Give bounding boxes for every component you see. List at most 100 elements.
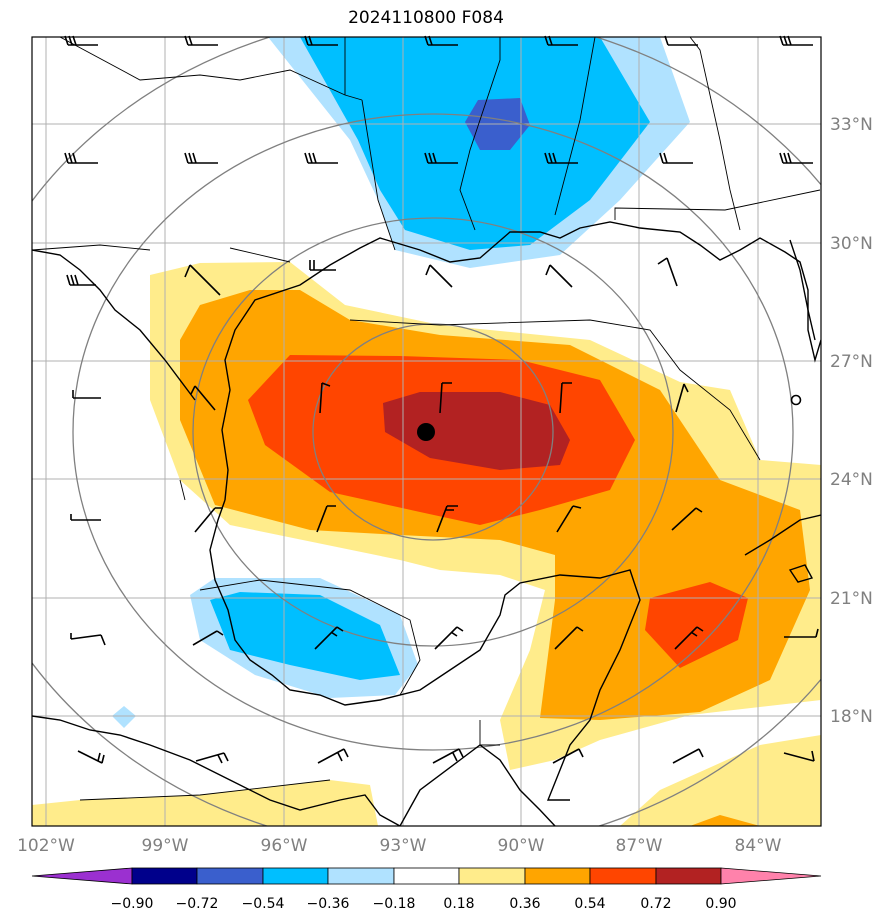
colorbar-label: 0.90 (705, 896, 736, 912)
wind-barb (439, 382, 452, 414)
lat-label: 24°N (830, 470, 873, 490)
colorbar-extend-low (31, 867, 133, 885)
neg-anomaly-sw (210, 592, 400, 680)
colorbar-cell (327, 867, 395, 885)
wind-barb (184, 152, 218, 164)
lon-label: 102°W (17, 836, 75, 856)
wind-barb (779, 152, 813, 164)
lon-label: 90°W (498, 836, 545, 856)
wind-barb (556, 505, 582, 533)
wind-barb (559, 382, 572, 414)
wind-barb (70, 514, 101, 521)
pos-anomaly-south-east-core (690, 815, 760, 826)
lat-label: 30°N (830, 234, 873, 254)
colorbar-cell (196, 867, 264, 885)
wind-barb (317, 748, 349, 764)
lon-label: 96°W (261, 836, 308, 856)
wind-barb (545, 264, 573, 288)
colorbar-label: 0.18 (443, 896, 474, 912)
coastlines (32, 221, 821, 826)
wind-barb (192, 630, 224, 646)
pos-anomaly-gulf-core (383, 392, 570, 470)
neg-anomaly-north (300, 37, 650, 250)
colorbar-label: 0.72 (640, 896, 671, 912)
colorbar-label: −0.36 (307, 896, 350, 912)
range-rings (32, 37, 821, 826)
wind-barb (424, 152, 458, 164)
wind-barb (675, 383, 689, 413)
wind-barb (77, 750, 105, 764)
wind-barb (194, 507, 223, 533)
lon-label: 84°W (735, 836, 782, 856)
neg-anomaly-sw-dot (112, 706, 136, 728)
mexico-coast-gulf (209, 499, 641, 801)
wind-barb (552, 748, 584, 764)
wind-barb (314, 626, 344, 650)
wind-barb (434, 626, 464, 650)
calm-wind-marker (790, 394, 802, 406)
wind-barb (425, 264, 453, 288)
lat-label: 21°N (830, 589, 873, 609)
central-america-coast (399, 744, 556, 826)
wind-barb (436, 505, 458, 533)
wind-barb (659, 152, 693, 164)
latitude-labels: 33°N 30°N 27°N 24°N 21°N 18°N (830, 115, 873, 727)
wind-barb (72, 390, 101, 399)
wind-barb (779, 35, 813, 46)
lat-label: 27°N (830, 352, 873, 372)
wind-barb (554, 626, 584, 650)
wind-barb (657, 257, 678, 287)
wind-barbs (64, 35, 819, 764)
wind-barb (64, 152, 98, 164)
wind-barb (544, 152, 578, 164)
texas-inland-coast (32, 249, 196, 401)
lon-label: 93°W (380, 836, 427, 856)
colorbar-cell (393, 867, 460, 885)
wind-barb (190, 385, 216, 411)
graticule (32, 37, 821, 826)
wind-barb (672, 748, 704, 764)
chart-title: 2024110800 F084 (348, 8, 504, 28)
pos-anomaly-south-east (620, 735, 821, 826)
colorbar-extend-high (720, 867, 822, 885)
colorbar-label: 0.54 (574, 896, 605, 912)
gulf-coast-us (221, 221, 821, 501)
wind-barb (784, 628, 819, 638)
wind-barb (184, 264, 221, 296)
pos-anomaly-caribbean-strong (645, 582, 748, 668)
lat-label: 18°N (830, 707, 873, 727)
lon-label: 99°W (142, 836, 189, 856)
colorbar-label: 0.36 (509, 896, 540, 912)
colorbar-cell (262, 867, 329, 885)
wind-barb (195, 752, 229, 764)
colorbar-label: −0.18 (373, 896, 416, 912)
colorbar-label: −0.72 (176, 896, 219, 912)
wind-barb (316, 505, 336, 533)
wind-barb (783, 750, 815, 762)
wind-barb (66, 274, 96, 286)
wind-barb (304, 152, 338, 164)
colorbar-label: −0.90 (111, 896, 154, 912)
wind-barb (70, 633, 106, 646)
colorbar-cell (524, 867, 591, 885)
colorbar-cell (458, 867, 526, 885)
colorbar-label: −0.54 (242, 896, 285, 912)
wind-barb (432, 748, 464, 764)
map-frame (31, 36, 822, 827)
colorbar-cell (589, 867, 657, 885)
colorbar-cell (131, 867, 198, 885)
colorbar (31, 867, 822, 885)
wind-barb (674, 626, 704, 650)
lon-label: 87°W (616, 836, 663, 856)
wind-barb (671, 507, 703, 531)
mexico-coast-pacific (32, 715, 401, 826)
lat-label: 33°N (830, 115, 873, 135)
cuba (744, 514, 821, 556)
longitude-labels: 102°W 99°W 96°W 93°W 90°W 87°W 84°W (17, 836, 782, 856)
wind-barb (319, 382, 331, 414)
colorbar-cell (655, 867, 722, 885)
anomaly-field (32, 37, 821, 826)
florida (789, 239, 816, 341)
wind-barb (309, 260, 336, 271)
